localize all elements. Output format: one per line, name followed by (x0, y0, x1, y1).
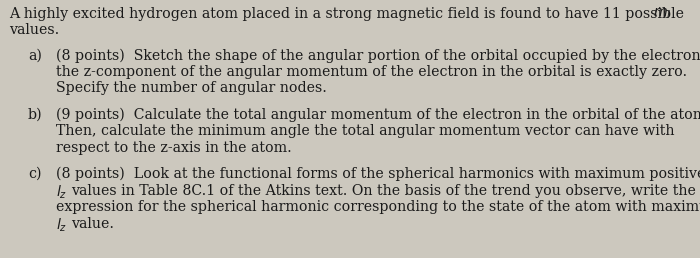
Text: (8 points)  Look at the functional forms of the spherical harmonics with maximum: (8 points) Look at the functional forms … (56, 167, 700, 181)
Text: (9 points)  Calculate the total angular momentum of the electron in the orbital : (9 points) Calculate the total angular m… (56, 108, 700, 122)
Text: value.: value. (71, 216, 114, 231)
Text: Then, calculate the minimum angle the total angular momentum vector can have wit: Then, calculate the minimum angle the to… (56, 124, 675, 138)
Text: A highly excited hydrogen atom placed in a strong magnetic field is found to hav: A highly excited hydrogen atom placed in… (9, 7, 689, 21)
Text: values.: values. (9, 23, 60, 37)
Text: $l_z$: $l_z$ (56, 216, 67, 234)
Text: values in Table 8C.1 of the Atkins text. On the basis of the trend you observe, : values in Table 8C.1 of the Atkins text.… (71, 183, 696, 198)
Text: the z-component of the angular momentum of the electron in the orbital is exactl: the z-component of the angular momentum … (56, 65, 687, 79)
Text: expression for the spherical harmonic corresponding to the state of the atom wit: expression for the spherical harmonic co… (56, 200, 700, 214)
Text: Specify the number of angular nodes.: Specify the number of angular nodes. (56, 81, 327, 95)
Text: respect to the z-axis in the atom.: respect to the z-axis in the atom. (56, 141, 292, 155)
Text: a): a) (28, 48, 42, 62)
Text: c): c) (28, 167, 41, 181)
Text: $m_l$: $m_l$ (653, 7, 671, 21)
Text: $l_z$: $l_z$ (56, 183, 67, 201)
Text: (8 points)  Sketch the shape of the angular portion of the orbital occupied by t: (8 points) Sketch the shape of the angul… (56, 48, 700, 63)
Text: b): b) (28, 108, 43, 122)
